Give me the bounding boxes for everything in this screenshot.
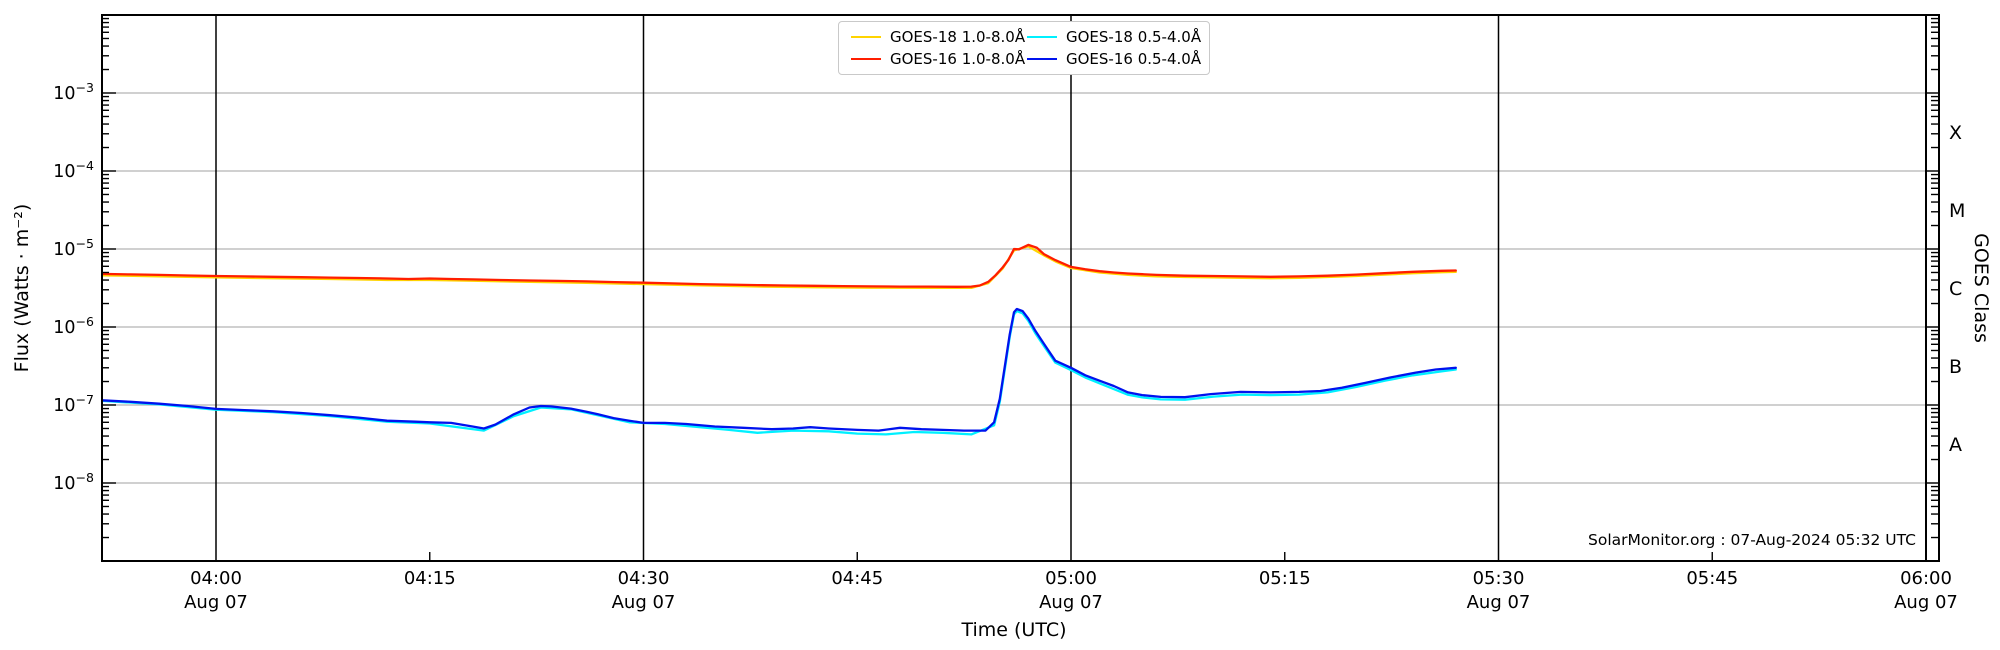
watermark: SolarMonitor.org : 07-Aug-2024 05:32 UTC	[1588, 531, 1916, 549]
legend-item: GOES-16 1.0-8.0Å	[851, 50, 1027, 68]
svg-text:Aug 07: Aug 07	[1894, 592, 1958, 613]
svg-text:10−6: 10−6	[53, 314, 94, 338]
svg-text:05:00: 05:00	[1045, 568, 1097, 589]
y-axis-label: Flux (Watts · m⁻²)	[11, 203, 33, 373]
svg-text:05:30: 05:30	[1473, 568, 1525, 589]
y-tick-labels: 10−3 10−4 10−5 10−6 10−7 10−8	[53, 80, 94, 494]
svg-text:Aug 07: Aug 07	[1039, 592, 1103, 613]
legend-label: GOES-16 1.0-8.0Å	[890, 50, 1026, 68]
svg-text:Aug 07: Aug 07	[1467, 592, 1531, 613]
svg-text:M: M	[1949, 200, 1965, 222]
svg-text:10−3: 10−3	[53, 80, 94, 104]
legend-line-swatch	[851, 36, 881, 38]
svg-text:10−7: 10−7	[53, 392, 94, 416]
svg-text:06:00: 06:00	[1900, 568, 1952, 589]
series-lines	[102, 243, 1457, 436]
goes-class-labels: X M C B A	[1949, 122, 1965, 456]
legend-line-swatch	[1027, 36, 1057, 38]
y-gridlines	[102, 92, 1939, 484]
legend-item: GOES-18 0.5-4.0Å	[1027, 28, 1201, 46]
x-axis-label: Time (UTC)	[961, 619, 1067, 641]
x-gridlines	[215, 15, 1500, 561]
svg-text:C: C	[1949, 278, 1962, 300]
series-GOES-18-0.5-4.0A	[102, 309, 1457, 436]
series-GOES-16-0.5-4.0A	[102, 307, 1457, 432]
legend-label: GOES-18 0.5-4.0Å	[1066, 28, 1202, 46]
plot-frame	[101, 14, 1940, 562]
svg-text:10−8: 10−8	[53, 470, 94, 494]
legend-item: GOES-18 1.0-8.0Å	[851, 28, 1027, 46]
svg-text:10−4: 10−4	[53, 158, 94, 182]
svg-text:04:00: 04:00	[190, 568, 242, 589]
svg-text:04:15: 04:15	[404, 568, 456, 589]
axis-ticks	[102, 17, 1939, 561]
legend-line-swatch	[851, 58, 881, 60]
y2-axis-label: GOES Class	[1970, 233, 1992, 343]
svg-text:05:15: 05:15	[1259, 568, 1311, 589]
svg-text:Aug 07: Aug 07	[612, 592, 676, 613]
svg-text:04:30: 04:30	[618, 568, 670, 589]
series-GOES-18-1.0-8.0A	[102, 245, 1457, 290]
svg-text:10−5: 10−5	[53, 236, 94, 260]
legend-item: GOES-16 0.5-4.0Å	[1027, 50, 1201, 68]
svg-text:A: A	[1949, 434, 1962, 456]
legend-label: GOES-16 0.5-4.0Å	[1066, 50, 1202, 68]
svg-text:Aug 07: Aug 07	[184, 592, 248, 613]
legend-line-swatch	[1027, 58, 1057, 60]
legend-label: GOES-18 1.0-8.0Å	[890, 28, 1026, 46]
legend: GOES-18 1.0-8.0Å GOES-16 1.0-8.0Å GOES-1…	[838, 21, 1210, 75]
svg-text:B: B	[1949, 356, 1962, 378]
svg-text:05:45: 05:45	[1686, 568, 1738, 589]
x-tick-labels: 04:00 Aug 07 04:15 04:30 Aug 07 04:45 05:00 Aug…	[184, 568, 1958, 613]
series-GOES-16-1.0-8.0A	[102, 243, 1457, 288]
svg-text:X: X	[1949, 122, 1962, 144]
svg-text:04:45: 04:45	[831, 568, 883, 589]
